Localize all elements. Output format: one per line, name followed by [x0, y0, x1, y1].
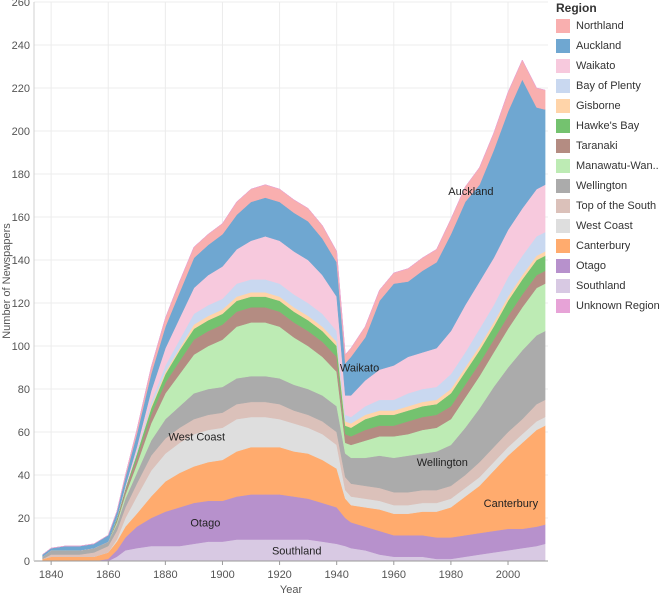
- area-label: West Coast: [168, 431, 225, 443]
- legend-item[interactable]: Gisborne: [556, 96, 664, 116]
- legend-item[interactable]: West Coast: [556, 216, 664, 236]
- y-tick-label: 180: [12, 169, 30, 181]
- legend-swatch: [556, 119, 570, 133]
- legend-swatch: [556, 99, 570, 113]
- y-tick-label: 160: [12, 212, 30, 224]
- legend-label: Hawke's Bay: [576, 120, 640, 132]
- legend-item[interactable]: Wellington: [556, 176, 664, 196]
- legend-label: Waikato: [576, 60, 616, 72]
- legend-item[interactable]: Bay of Plenty: [556, 76, 664, 96]
- y-tick-label: 100: [12, 341, 30, 353]
- legend-swatch: [556, 259, 570, 273]
- legend-swatch: [556, 159, 570, 173]
- area-label: Waikato: [340, 363, 379, 375]
- area-label: Canterbury: [484, 498, 539, 510]
- x-tick-label: 1880: [153, 569, 177, 581]
- legend-swatch: [556, 239, 570, 253]
- x-tick-label: 1920: [267, 569, 291, 581]
- legend-item[interactable]: Canterbury: [556, 236, 664, 256]
- y-tick-label: 60: [18, 427, 30, 439]
- legend-label: Bay of Plenty: [576, 80, 641, 92]
- area-unknown-region[interactable]: [42, 59, 546, 555]
- legend-item[interactable]: Top of the South: [556, 196, 664, 216]
- legend-label: Northland: [576, 20, 624, 32]
- y-tick-label: 20: [18, 513, 30, 525]
- x-axis-title: Year: [280, 584, 303, 596]
- area-label: Auckland: [448, 186, 493, 198]
- area-label: Southland: [272, 545, 322, 557]
- legend-title: Region: [556, 1, 597, 15]
- x-tick-label: 2000: [496, 569, 520, 581]
- area-label: Wellington: [417, 457, 468, 469]
- legend-label: Unknown Region: [576, 300, 660, 312]
- legend-label: Canterbury: [576, 240, 631, 252]
- legend-swatch: [556, 19, 570, 33]
- legend-swatch: [556, 59, 570, 73]
- y-tick-label: 120: [12, 298, 30, 310]
- legend-item[interactable]: Northland: [556, 16, 664, 36]
- area-annotations: Auckland Waikato West Coast Wellington Cante…: [168, 186, 538, 557]
- legend-item[interactable]: Taranaki: [556, 136, 664, 156]
- legend-swatch: [556, 299, 570, 313]
- y-tick-labels: 0 20 40 60 80 100 120 140 160 180 200 220 240 260: [12, 0, 30, 568]
- legend-label: Otago: [576, 260, 606, 272]
- legend-label: Auckland: [576, 40, 622, 52]
- legend-swatch: [556, 139, 570, 153]
- y-tick-label: 140: [12, 255, 30, 267]
- y-tick-label: 200: [12, 126, 30, 138]
- y-tick-label: 240: [12, 40, 30, 52]
- legend-label: Manawatu-Wan..: [576, 160, 659, 172]
- x-tick-label: 1980: [439, 569, 463, 581]
- legend-swatch: [556, 199, 570, 213]
- x-tick-label: 1840: [39, 569, 63, 581]
- legend-swatch: [556, 79, 570, 93]
- x-tick-label: 1940: [324, 569, 348, 581]
- legend-label: Gisborne: [576, 100, 621, 112]
- x-tick-label: 1960: [382, 569, 406, 581]
- legend-item[interactable]: Otago: [556, 256, 664, 276]
- axes: [33, 2, 548, 562]
- legend-item[interactable]: Manawatu-Wan..: [556, 156, 664, 176]
- legend-item[interactable]: Auckland: [556, 36, 664, 56]
- legend-item[interactable]: Hawke's Bay: [556, 116, 664, 136]
- legend-swatch: [556, 179, 570, 193]
- legend-label: Southland: [576, 280, 626, 292]
- y-tick-label: 0: [24, 556, 30, 568]
- y-tick-label: 220: [12, 83, 30, 95]
- y-tick-label: 80: [18, 384, 30, 396]
- legend-label: Top of the South: [576, 200, 657, 212]
- legend-label: Taranaki: [576, 140, 618, 152]
- legend-items: Northland Auckland Waikato Bay of Plenty Gis…: [556, 16, 664, 316]
- legend-item[interactable]: Waikato: [556, 56, 664, 76]
- legend-label: West Coast: [576, 220, 633, 232]
- area-label: Otago: [190, 517, 220, 529]
- y-axis-title: Number of Newspapers: [1, 223, 13, 339]
- x-tick-labels: 1840 1860 1880 1900 1920 1940 1960 1980 2000: [39, 569, 520, 581]
- legend-swatch: [556, 39, 570, 53]
- x-tick-label: 1900: [210, 569, 234, 581]
- legend-swatch: [556, 279, 570, 293]
- area-series: [42, 59, 546, 562]
- legend-item[interactable]: Unknown Region: [556, 296, 664, 316]
- x-tick-label: 1860: [96, 569, 120, 581]
- legend-swatch: [556, 219, 570, 233]
- legend-item[interactable]: Southland: [556, 276, 664, 296]
- legend: Region Northland Auckland Waikato Bay of Pl…: [556, 0, 664, 316]
- y-tick-label: 260: [12, 0, 30, 9]
- y-tick-label: 40: [18, 470, 30, 482]
- legend-label: Wellington: [576, 180, 628, 192]
